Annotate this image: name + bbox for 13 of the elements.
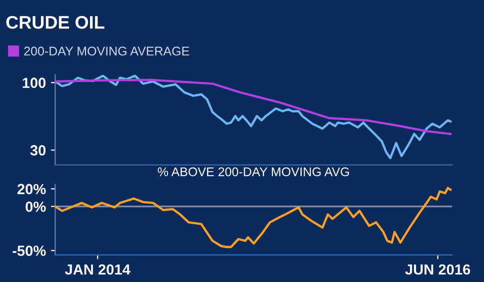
x-tick-label: JAN 2014 xyxy=(64,264,130,275)
y-tick-label: 30 xyxy=(30,145,46,156)
y-tick-label: 0% xyxy=(26,202,46,212)
line-series xyxy=(55,186,452,248)
line-series xyxy=(55,78,452,136)
legend-label: 200-DAY MOVING AVERAGE xyxy=(24,46,190,56)
chart-title: CRUDE OIL xyxy=(6,16,104,29)
chart-title: % ABOVE 200-DAY MOVING AVG xyxy=(158,167,349,176)
y-tick-label: 100 xyxy=(22,78,46,88)
line-series xyxy=(55,74,452,160)
y-tick-label: 20% xyxy=(17,184,46,194)
y-tick-label: -50% xyxy=(12,246,46,256)
x-tick-label: JUN 2016 xyxy=(405,264,470,275)
